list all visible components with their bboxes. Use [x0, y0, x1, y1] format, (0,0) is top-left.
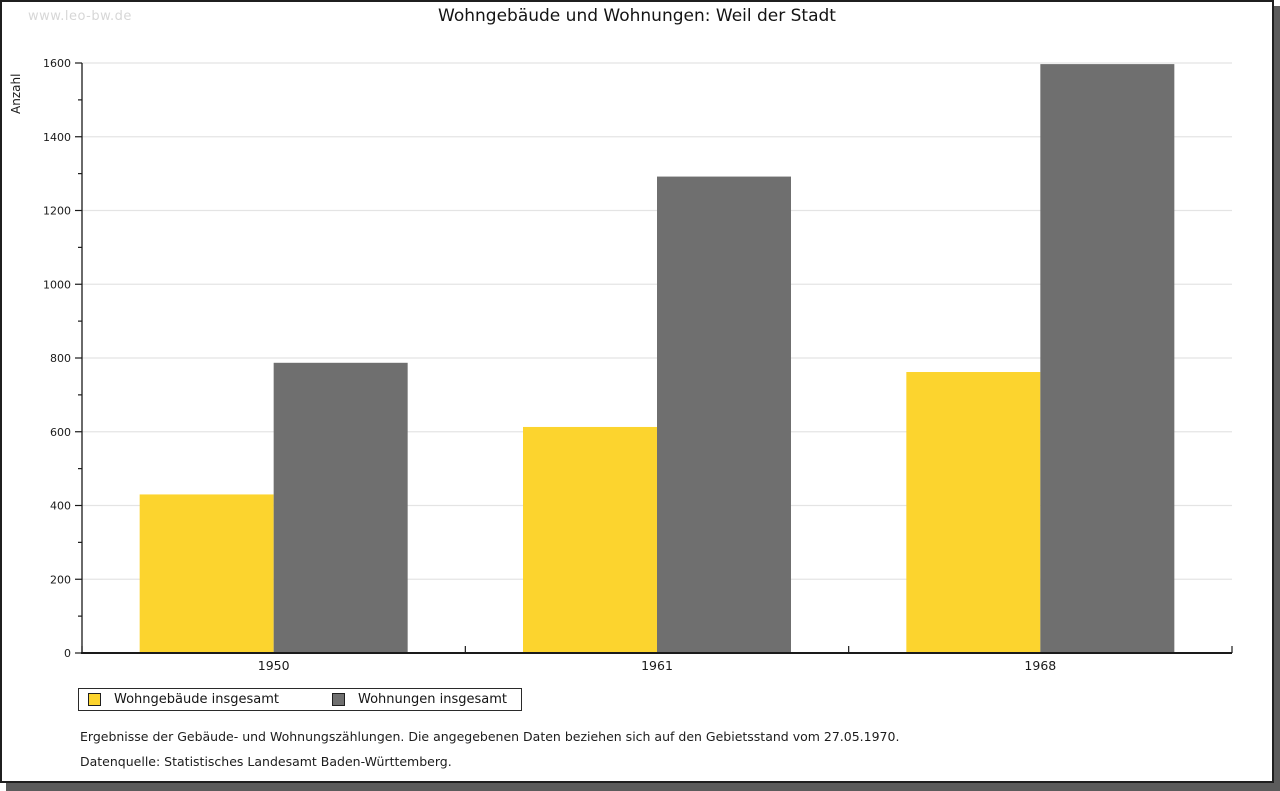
y-tick-label-800: 800 — [50, 352, 71, 365]
legend: Wohngebäude insgesamt Wohnungen insgesam… — [78, 688, 522, 711]
y-tick-label-1600: 1600 — [43, 57, 71, 70]
footnote-datenquelle: Datenquelle: Statistisches Landesamt Bad… — [80, 754, 452, 769]
y-tick-label-1000: 1000 — [43, 278, 71, 291]
bar-1968-series-1 — [1040, 64, 1175, 653]
y-tick-label-400: 400 — [50, 500, 71, 513]
y-tick-label-0: 0 — [64, 647, 71, 660]
bar-1961-series-0 — [523, 426, 657, 653]
bar-1950-series-1 — [273, 362, 408, 653]
bar-1950-series-0 — [139, 494, 274, 653]
frame-shadow-right — [1274, 6, 1280, 791]
frame-shadow-bottom — [6, 782, 1280, 791]
watermark-link: www.leo-bw.de — [28, 9, 132, 24]
y-tick-label-1200: 1200 — [43, 205, 71, 218]
bar-1961-series-1 — [657, 176, 791, 653]
x-tick-label-1968: 1968 — [1024, 658, 1056, 673]
y-tick-label-1400: 1400 — [43, 131, 71, 144]
y-axis-title: Anzahl — [9, 74, 23, 114]
chart-title: Wohngebäude und Wohnungen: Weil der Stad… — [438, 6, 836, 26]
y-tick-label-200: 200 — [50, 573, 71, 586]
x-tick-label-1950: 1950 — [258, 658, 290, 673]
legend-swatch-wohnungen — [332, 693, 345, 706]
legend-swatch-wohngebaeude — [88, 693, 101, 706]
x-tick-label-1961: 1961 — [641, 658, 673, 673]
legend-label-wohngebaeude: Wohngebäude insgesamt — [114, 692, 279, 707]
footnote-gebietsstand: Ergebnisse der Gebäude- und Wohnungszähl… — [80, 729, 900, 744]
y-tick-label-600: 600 — [50, 426, 71, 439]
plot-svg: 0 200 400 600 800 1000 1200 1400 1600 1950 1961 196… — [9, 57, 1233, 673]
legend-label-wohnungen: Wohnungen insgesamt — [358, 692, 507, 707]
bar-1968-series-0 — [906, 372, 1041, 653]
